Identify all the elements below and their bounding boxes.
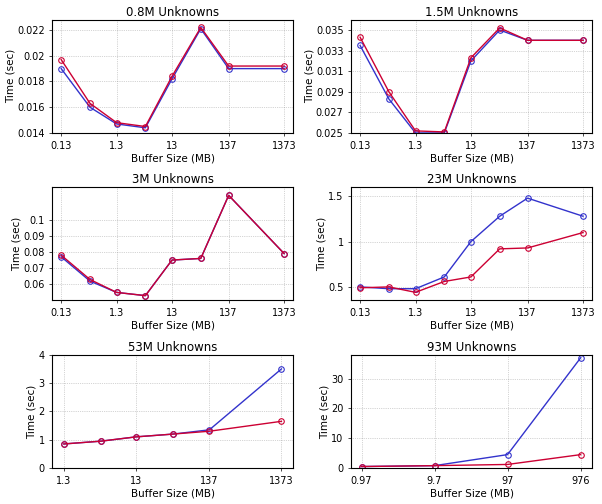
Y-axis label: Time (sec): Time (sec) bbox=[305, 49, 314, 103]
Title: 1.5M Unknowns: 1.5M Unknowns bbox=[425, 6, 518, 19]
Y-axis label: Time (sec): Time (sec) bbox=[5, 49, 16, 103]
Title: 0.8M Unknowns: 0.8M Unknowns bbox=[126, 6, 219, 19]
X-axis label: Buffer Size (MB): Buffer Size (MB) bbox=[131, 321, 215, 331]
X-axis label: Buffer Size (MB): Buffer Size (MB) bbox=[430, 321, 514, 331]
Y-axis label: Time (sec): Time (sec) bbox=[27, 384, 37, 438]
X-axis label: Buffer Size (MB): Buffer Size (MB) bbox=[430, 153, 514, 163]
X-axis label: Buffer Size (MB): Buffer Size (MB) bbox=[131, 153, 215, 163]
Title: 3M Unknowns: 3M Unknowns bbox=[132, 173, 214, 186]
Title: 93M Unknowns: 93M Unknowns bbox=[427, 341, 517, 354]
Title: 23M Unknowns: 23M Unknowns bbox=[427, 173, 517, 186]
Y-axis label: Time (sec): Time (sec) bbox=[320, 384, 330, 438]
Title: 53M Unknowns: 53M Unknowns bbox=[128, 341, 217, 354]
Y-axis label: Time (sec): Time (sec) bbox=[317, 217, 327, 271]
X-axis label: Buffer Size (MB): Buffer Size (MB) bbox=[131, 488, 215, 498]
X-axis label: Buffer Size (MB): Buffer Size (MB) bbox=[430, 488, 514, 498]
Y-axis label: Time (sec): Time (sec) bbox=[12, 217, 22, 271]
